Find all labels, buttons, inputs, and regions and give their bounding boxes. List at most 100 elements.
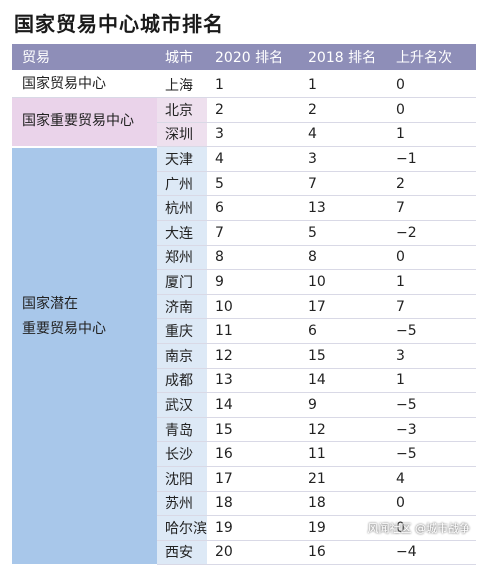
table-row: 国家潜在 重要贸易中心 天津 4 3 −1 [12,146,476,566]
header-trade: 贸易 [12,44,157,72]
rank-2018-cell: 11 [300,441,388,467]
rank-change-cell: −5 [388,318,476,344]
city-cell: 天津 [157,146,207,172]
category-cell: 国家重要贸易中心 [12,97,157,148]
rank-change-cell: 0 [388,245,476,271]
table-row: 南京 12 15 3 [12,343,476,369]
city-cell: 长沙 [157,441,207,467]
rank-2020-cell: 9 [207,269,300,295]
city-cell: 北京 [157,97,207,123]
table-row: 重庆 11 6 −5 [12,318,476,344]
city-cell: 深圳 [157,122,207,148]
rank-2018-cell: 9 [300,392,388,418]
rank-2018-cell: 18 [300,491,388,517]
city-cell: 广州 [157,171,207,197]
table-row: 大连 7 5 −2 [12,220,476,246]
rank-2020-cell: 6 [207,195,300,221]
rank-2018-cell: 14 [300,368,388,394]
city-cell: 哈尔滨 [157,515,207,541]
rank-change-cell: 1 [388,122,476,148]
rank-change-cell: 7 [388,195,476,221]
rank-2018-cell: 10 [300,269,388,295]
table-row: 厦门 9 10 1 [12,269,476,295]
category-label: 国家贸易中心 [22,76,106,92]
rank-change-cell: −5 [388,441,476,467]
rank-2018-cell: 17 [300,294,388,320]
category-label: 国家重要贸易中心 [22,113,134,130]
header-row: 贸易 城市 2020 排名 2018 排名 上升名次 [12,44,476,72]
rank-2018-cell: 12 [300,417,388,443]
header-rank-2018: 2018 排名 [300,44,388,72]
rank-2018-cell: 2 [300,97,388,123]
rank-2020-cell: 12 [207,343,300,369]
rank-2020-cell: 10 [207,294,300,320]
city-cell: 上海 [157,71,207,98]
rank-2020-cell: 3 [207,122,300,148]
table-row: 深圳 3 4 1 [12,122,476,148]
table-row: 杭州 6 13 7 [12,195,476,221]
city-cell: 成都 [157,368,207,394]
table-row: 沈阳 17 21 4 [12,466,476,492]
city-cell: 武汉 [157,392,207,418]
rank-change-cell: −1 [388,146,476,172]
rank-change-cell: 4 [388,466,476,492]
table-row: 郑州 8 8 0 [12,245,476,271]
table-row: 国家重要贸易中心 北京 2 2 0 [12,97,476,148]
table-row: 青岛 15 12 −3 [12,417,476,443]
table-row: 长沙 16 11 −5 [12,441,476,467]
table-row: 成都 13 14 1 [12,368,476,394]
ranking-table: 贸易 城市 2020 排名 2018 排名 上升名次 国家贸易中心 上海 1 1 0 国家… [12,44,476,566]
rank-change-cell: −5 [388,392,476,418]
rank-2020-cell: 19 [207,515,300,541]
rank-2018-cell: 3 [300,146,388,172]
rank-2020-cell: 14 [207,392,300,418]
rank-2020-cell: 1 [207,71,300,98]
category-cell: 国家潜在 重要贸易中心 [12,146,157,566]
rank-2018-cell: 19 [300,515,388,541]
city-cell: 重庆 [157,318,207,344]
rank-2020-cell: 15 [207,417,300,443]
rank-change-cell: 7 [388,294,476,320]
city-cell: 南京 [157,343,207,369]
category-cell: 国家贸易中心 [12,71,157,98]
page-title: 国家贸易中心城市排名 [14,12,224,36]
city-cell: 青岛 [157,417,207,443]
table-row: 济南 10 17 7 [12,294,476,320]
rank-2020-cell: 16 [207,441,300,467]
city-cell: 大连 [157,220,207,246]
city-cell: 济南 [157,294,207,320]
rank-change-cell: −2 [388,220,476,246]
rank-change-cell: 0 [388,71,476,98]
table-row: 国家贸易中心 上海 1 1 0 [12,71,476,98]
rank-change-cell: 0 [388,97,476,123]
rank-change-cell: 1 [388,269,476,295]
rank-2018-cell: 8 [300,245,388,271]
rank-2020-cell: 4 [207,146,300,172]
rank-2018-cell: 16 [300,540,388,566]
rank-2018-cell: 1 [300,71,388,98]
rank-2018-cell: 7 [300,171,388,197]
rank-2020-cell: 11 [207,318,300,344]
city-cell: 厦门 [157,269,207,295]
city-cell: 郑州 [157,245,207,271]
rank-2020-cell: 8 [207,245,300,271]
city-cell: 沈阳 [157,466,207,492]
rank-2018-cell: 21 [300,466,388,492]
rank-2020-cell: 2 [207,97,300,123]
table-row: 广州 5 7 2 [12,171,476,197]
rank-2020-cell: 13 [207,368,300,394]
header-rank-2020: 2020 排名 [207,44,300,72]
rank-change-cell: 0 [388,515,476,541]
rank-change-cell: −3 [388,417,476,443]
rank-change-cell: 3 [388,343,476,369]
header-city: 城市 [157,44,207,72]
rank-2020-cell: 20 [207,540,300,566]
rank-2020-cell: 5 [207,171,300,197]
city-cell: 苏州 [157,491,207,517]
city-cell: 西安 [157,540,207,566]
rank-2018-cell: 4 [300,122,388,148]
header-rank-change: 上升名次 [388,44,476,72]
table-row: 哈尔滨 19 19 0 [12,515,476,541]
rank-change-cell: 0 [388,491,476,517]
category-label: 重要贸易中心 [22,320,106,337]
